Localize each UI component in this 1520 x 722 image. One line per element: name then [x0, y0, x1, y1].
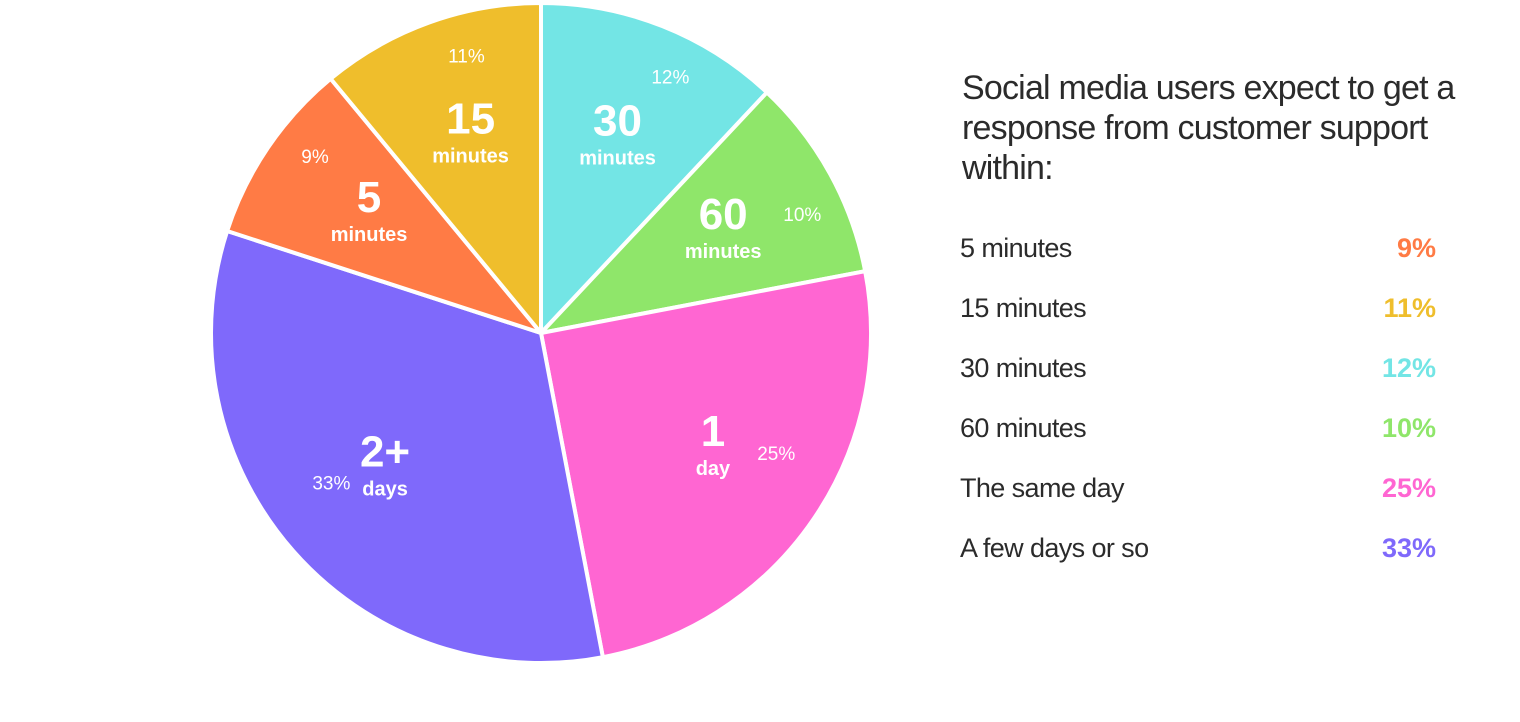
pie-slice: [539, 269, 873, 660]
pie-slice: [539, 1, 769, 335]
legend-value: 9%: [1396, 233, 1436, 263]
legend-row: 5 minutes 9%: [960, 228, 1436, 288]
legend-label: 60 minutes: [960, 413, 1087, 443]
legend-row: 30 minutes 12%: [960, 348, 1436, 408]
slice-big-label: 30: [593, 97, 642, 146]
slice-big-label: 5: [357, 173, 381, 222]
legend-value: 25%: [1381, 473, 1436, 503]
pie-slices: [209, 1, 873, 665]
legend: 5 minutes 9% 15 minutes 11% 30 minutes 1…: [960, 228, 1436, 588]
slice-big-label: 15: [446, 94, 495, 143]
legend-value: 33%: [1381, 533, 1436, 563]
legend-value: 11%: [1383, 293, 1436, 323]
slice-big-label: 60: [699, 190, 748, 239]
legend-row: The same day 25%: [960, 468, 1436, 528]
slice-unit-label: days: [362, 478, 408, 500]
slice-percent-label: 11%: [448, 47, 485, 68]
slice-unit-label: minutes: [685, 241, 762, 263]
legend-label: 15 minutes: [960, 293, 1087, 323]
pie-slice: [209, 229, 605, 665]
legend-label: 30 minutes: [960, 353, 1087, 383]
legend-row: 60 minutes 10%: [960, 408, 1436, 468]
slice-big-label: 2+: [360, 427, 410, 476]
pie-slice: [328, 1, 543, 335]
slice-unit-label: minutes: [579, 148, 656, 170]
slice-unit-label: minutes: [331, 224, 408, 246]
pie-slice: [539, 90, 868, 335]
legend-value: 10%: [1381, 413, 1436, 443]
legend-value: 12%: [1381, 353, 1436, 383]
slice-percent-label: 10%: [783, 205, 821, 226]
slice-percent-label: 12%: [651, 68, 689, 89]
slice-big-label: 1: [701, 407, 725, 456]
legend-row: A few days or so 33%: [960, 528, 1436, 588]
legend-label: The same day: [960, 473, 1124, 503]
slice-unit-label: minutes: [432, 145, 509, 167]
slice-percent-label: 25%: [757, 444, 795, 465]
slice-unit-label: day: [696, 458, 731, 480]
chart-heading: Social media users expect to get a respo…: [962, 69, 1455, 187]
legend-label: A few days or so: [960, 533, 1149, 563]
legend-label: 5 minutes: [960, 233, 1072, 263]
slice-percent-label: 33%: [312, 473, 350, 494]
pie-slice: [225, 76, 543, 335]
slice-percent-label: 9%: [301, 147, 329, 168]
legend-row: 15 minutes 11%: [960, 288, 1436, 348]
pie-labels: 30minutes12%60minutes10%1day25%2+days33%…: [301, 47, 821, 501]
